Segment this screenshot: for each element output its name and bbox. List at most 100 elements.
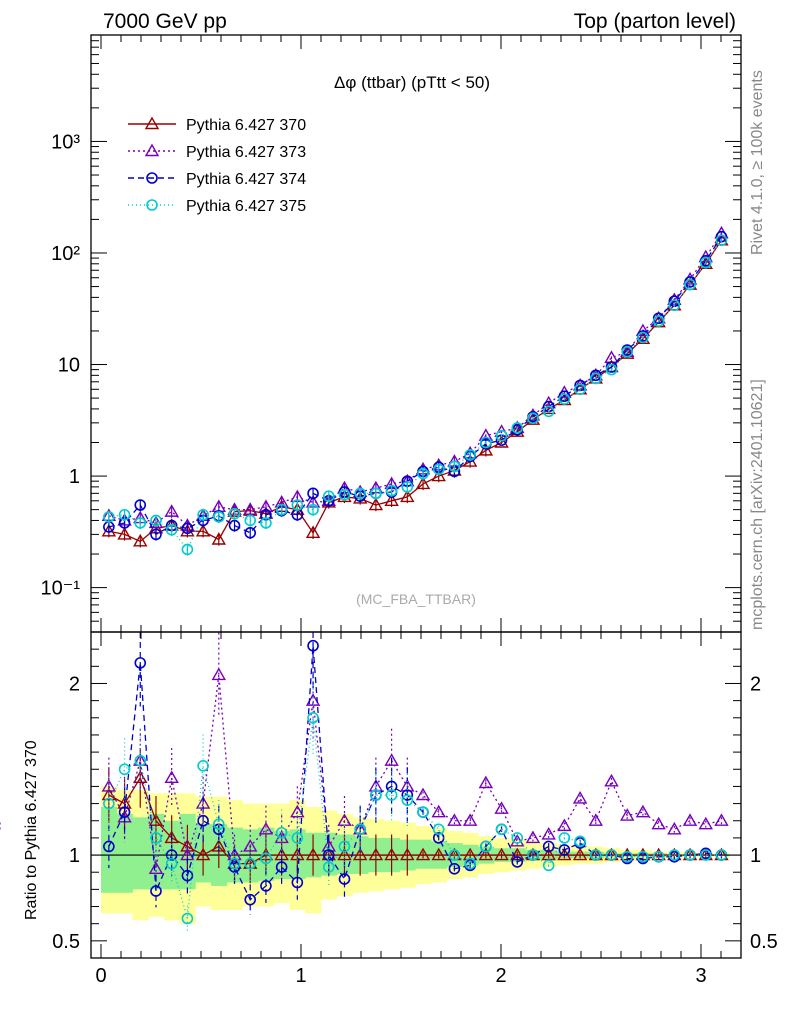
series-pythia-6-427-375-point: [338, 488, 351, 501]
series-pythia-6-427-375-point: [401, 481, 414, 493]
series-pythia-6-427-375-point: [605, 363, 618, 376]
series-pythia-6-427-375-point: [307, 503, 319, 516]
series-pythia-6-427-375-ratio-point: [385, 789, 398, 801]
series-pythia-6-427-373-ratio-point: [447, 813, 462, 826]
series-pythia-6-427-373-ratio-point: [211, 667, 227, 681]
chart-title: Δφ (ttbar) (pTtt < 50): [334, 73, 490, 92]
legend-marker: [144, 116, 160, 130]
legend-marker: [146, 199, 158, 211]
series-pythia-6-427-370-ratio-point: [572, 847, 588, 861]
series-pythia-6-427-370-ratio-point: [400, 847, 415, 861]
series-pythia-6-427-374-point: [307, 487, 319, 500]
series-pythia-6-427-370-ratio-point: [431, 847, 446, 861]
series-pythia-6-427-375-point: [260, 517, 272, 529]
series-pythia-6-427-375-ratio-point: [495, 823, 508, 836]
series-pythia-6-427-373-ratio-point: [101, 779, 117, 792]
ratio-tick-label: 2: [750, 673, 761, 695]
series-pythia-6-427-373-ratio-point: [651, 816, 666, 830]
ratio-tick-label: 0.5: [52, 931, 80, 953]
series-pythia-6-427-373-ratio-point: [572, 791, 588, 804]
rivet-label: Rivet 4.1.0, ≥ 100k events: [749, 70, 766, 255]
series-pythia-6-427-375-point: [322, 490, 335, 502]
series-pythia-6-427-375-point: [448, 460, 461, 473]
series-pythia-6-427-375-point: [715, 234, 728, 247]
series-pythia-6-427-375-point: [385, 484, 398, 497]
series-pythia-6-427-374-ratio-point: [558, 844, 571, 856]
series-pythia-6-427-370-ratio-line: [108, 776, 722, 865]
ratio-plot-frame: [90, 631, 742, 959]
series-pythia-6-427-375-point: [558, 393, 571, 405]
series-pythia-6-427-375-ratio-point: [464, 857, 476, 870]
series-pythia-6-427-375-point: [432, 463, 445, 476]
series-pythia-6-427-374-line: [108, 236, 723, 536]
series-pythia-6-427-370-point: [305, 525, 321, 539]
series-pythia-6-427-370-ratio-point: [195, 847, 211, 861]
series-pythia-6-427-373-ratio-point: [243, 839, 258, 852]
series-pythia-6-427-375-ratio-point: [370, 789, 382, 801]
series-pythia-6-427-370-point: [117, 526, 132, 540]
series-pythia-6-427-370-ratio-point: [305, 847, 321, 861]
series-pythia-6-427-373-ratio-point: [557, 818, 572, 832]
series-pythia-6-427-375-point: [354, 487, 366, 500]
series-pythia-6-427-370-ratio-point: [478, 847, 494, 861]
series-pythia-6-427-374-ratio-point: [103, 840, 115, 853]
series-pythia-6-427-375-ratio-point: [228, 857, 241, 870]
analysis-tag: (MC_FBA_TTBAR): [356, 591, 476, 607]
series-pythia-6-427-375-ratio-point: [118, 763, 131, 776]
series-pythia-6-427-375-ratio-point: [621, 850, 634, 863]
series-pythia-6-427-373-line: [108, 232, 723, 527]
series-pythia-6-427-370-point: [415, 476, 431, 490]
series-pythia-6-427-375-point: [103, 511, 115, 523]
series-pythia-6-427-373-ratio-point: [682, 813, 698, 826]
x-tick-label: 2: [495, 965, 506, 987]
series-pythia-6-427-373-ratio-point: [698, 816, 713, 830]
series-pythia-6-427-374-point: [181, 522, 194, 535]
series-pythia-6-427-375-ratio-point: [605, 849, 618, 861]
series-pythia-6-427-374-ratio-point: [448, 862, 461, 875]
series-pythia-6-427-375-ratio-point: [165, 857, 178, 870]
ratio-tick-label: 2: [69, 673, 80, 695]
series-pythia-6-427-375-point: [668, 299, 681, 312]
series-pythia-6-427-375-point: [291, 499, 304, 511]
series-pythia-6-427-373-ratio-point: [510, 833, 525, 847]
series-pythia-6-427-375-ratio-point: [244, 857, 257, 870]
series-pythia-6-427-375-point: [527, 412, 539, 425]
series-pythia-6-427-374-point: [589, 369, 602, 382]
x-tick-label: 3: [695, 965, 706, 987]
series-pythia-6-427-373-ratio-point: [588, 813, 604, 826]
series-pythia-6-427-375-ratio-point: [103, 797, 115, 810]
series-pythia-6-427-375-point: [134, 517, 147, 529]
series-pythia-6-427-375-point: [244, 514, 257, 527]
series-pythia-6-427-373-ratio-point: [620, 808, 635, 821]
series-pythia-6-427-373-ratio-point: [525, 830, 541, 844]
series-pythia-6-427-370-point: [494, 435, 509, 448]
ratio-tick-label: 0.5: [750, 931, 778, 953]
series-pythia-6-427-373-ratio-point: [384, 753, 399, 766]
series-pythia-6-427-374-ratio-line: [108, 645, 722, 901]
series-pythia-6-427-375-point: [511, 422, 524, 434]
legend-label: Pythia 6.427 374: [186, 171, 306, 188]
y-tick-label: 10²: [51, 243, 80, 265]
series-pythia-6-427-375-ratio-point: [542, 859, 555, 872]
series-pythia-6-427-373-ratio-point: [415, 787, 431, 801]
series-pythia-6-427-375-point: [652, 315, 665, 327]
series-pythia-6-427-370-point: [368, 497, 384, 511]
series-pythia-6-427-373-ratio-point: [462, 813, 478, 826]
series-pythia-6-427-375-ratio-point: [668, 849, 681, 861]
series-pythia-6-427-370-point: [384, 493, 399, 507]
series-pythia-6-427-375-ratio-point: [511, 832, 524, 844]
series-pythia-6-427-370-point: [525, 412, 541, 425]
ratio-tick-label: 1: [69, 845, 80, 867]
legend-marker: [146, 172, 158, 184]
series-pythia-6-427-370-point: [133, 533, 148, 547]
series-pythia-6-427-370-ratio-point: [352, 847, 368, 861]
series-pythia-6-427-375-point: [181, 543, 194, 556]
series-pythia-6-427-373-point: [243, 502, 258, 515]
y-tick-label: 10⁻¹: [41, 578, 81, 600]
series-pythia-6-427-375-ratio-point: [448, 849, 461, 861]
series-pythia-6-427-375-point: [480, 436, 492, 449]
series-pythia-6-427-370-ratio-point: [164, 830, 179, 844]
series-pythia-6-427-375-ratio-point: [574, 835, 586, 848]
y-tick-label: 10: [58, 355, 80, 377]
